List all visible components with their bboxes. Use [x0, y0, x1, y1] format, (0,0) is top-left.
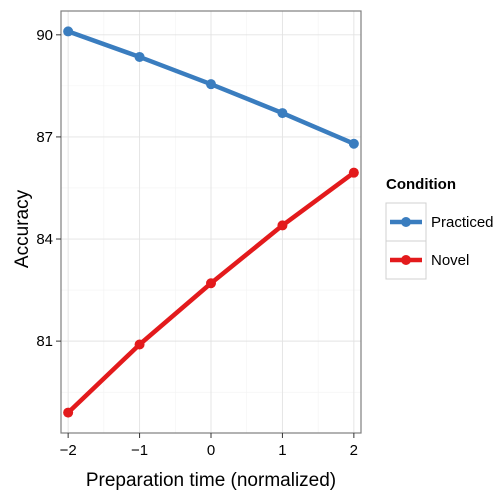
data-point-practiced — [63, 26, 74, 37]
data-point-practiced — [348, 138, 359, 149]
series-layer — [63, 26, 359, 418]
y-tick-label: 90 — [36, 27, 53, 44]
legend-title: Condition — [386, 176, 456, 193]
legend-point-practiced — [401, 217, 411, 227]
x-tick-label: 0 — [207, 442, 215, 459]
y-tick-label: 84 — [36, 231, 53, 248]
legend-label-novel: Novel — [431, 252, 469, 269]
x-tick-label: −2 — [60, 442, 77, 459]
data-point-novel — [134, 339, 145, 350]
data-point-novel — [206, 278, 216, 289]
data-point-novel — [277, 220, 288, 231]
legend: Condition Practiced Novel — [385, 176, 494, 280]
y-tick-label: 81 — [36, 333, 53, 350]
x-tick-label: 2 — [350, 442, 358, 459]
legend-label-practiced: Practiced — [431, 214, 494, 231]
y-axis-title: Accuracy — [12, 189, 33, 268]
x-tick-label: 1 — [278, 442, 286, 459]
data-point-practiced — [206, 79, 216, 90]
data-point-practiced — [134, 51, 145, 62]
x-axis: −2 −1 0 1 2 — [60, 433, 358, 459]
y-axis: 81 84 87 90 — [36, 27, 61, 350]
data-point-novel — [63, 407, 74, 418]
x-tick-label: −1 — [131, 442, 148, 459]
plot-panel — [60, 10, 362, 434]
x-axis-title: Preparation time (normalized) — [86, 470, 336, 491]
legend-point-novel — [401, 255, 411, 265]
y-tick-label: 87 — [36, 129, 53, 146]
data-point-practiced — [277, 108, 288, 119]
data-point-novel — [348, 167, 359, 178]
